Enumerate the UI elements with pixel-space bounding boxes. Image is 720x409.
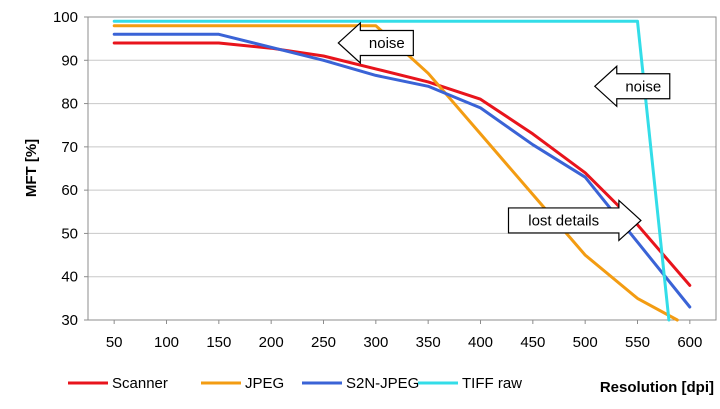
x-tick-label: 450: [520, 334, 545, 351]
annotation-arrow: [593, 64, 671, 108]
x-tick-label: 400: [468, 334, 493, 351]
legend-label: Scanner: [112, 375, 168, 392]
x-tick-label: 250: [311, 334, 336, 351]
y-tick-label: 100: [53, 9, 78, 26]
x-tick-label: 600: [677, 334, 702, 351]
y-tick-label: 70: [61, 139, 78, 156]
series-line-s2n-jpeg: [112, 32, 692, 309]
y-axis: 30 40 50 60 70 80 90 100: [53, 9, 88, 329]
plot-area: [88, 17, 716, 320]
gridlines: [87, 16, 717, 321]
series-line-tiff-raw: [112, 19, 671, 322]
y-tick-label: 40: [61, 269, 78, 286]
x-tick-label: 500: [573, 334, 598, 351]
x-tick-label: 300: [363, 334, 388, 351]
annotation-label: lost details: [528, 212, 599, 229]
y-axis-title: MFT [%]: [23, 139, 40, 197]
x-tick-label: 50: [106, 334, 123, 351]
legend-label: S2N-JPEG: [346, 375, 419, 392]
y-tick-label: 80: [61, 96, 78, 113]
y-tick-label: 30: [61, 312, 78, 329]
legend-label: TIFF raw: [462, 375, 522, 392]
x-tick-label: 100: [154, 334, 179, 351]
x-axis-title: Resolution [dpi]: [600, 379, 714, 396]
annotation-arrow: [507, 199, 642, 242]
x-tick-label: 200: [259, 334, 284, 351]
x-tick-label: 150: [206, 334, 231, 351]
x-axis: 50 100 150 200 250 300 350 400 450 500 550 600: [106, 320, 702, 351]
y-tick-label: 90: [61, 52, 78, 69]
plot-border: [87, 16, 717, 321]
x-tick-label: 550: [625, 334, 650, 351]
annotations: noise noise lost details: [337, 21, 671, 242]
y-tick-label: 60: [61, 182, 78, 199]
legend: Scanner JPEG S2N-JPEG TIFF raw: [68, 375, 522, 392]
x-tick-label: 350: [416, 334, 441, 351]
legend-label: JPEG: [245, 375, 284, 392]
annotation-label: noise: [625, 78, 661, 95]
series-line-scanner: [112, 41, 692, 287]
y-tick-label: 50: [61, 225, 78, 242]
annotation-arrow: [337, 21, 414, 65]
annotation-label: noise: [369, 35, 405, 52]
